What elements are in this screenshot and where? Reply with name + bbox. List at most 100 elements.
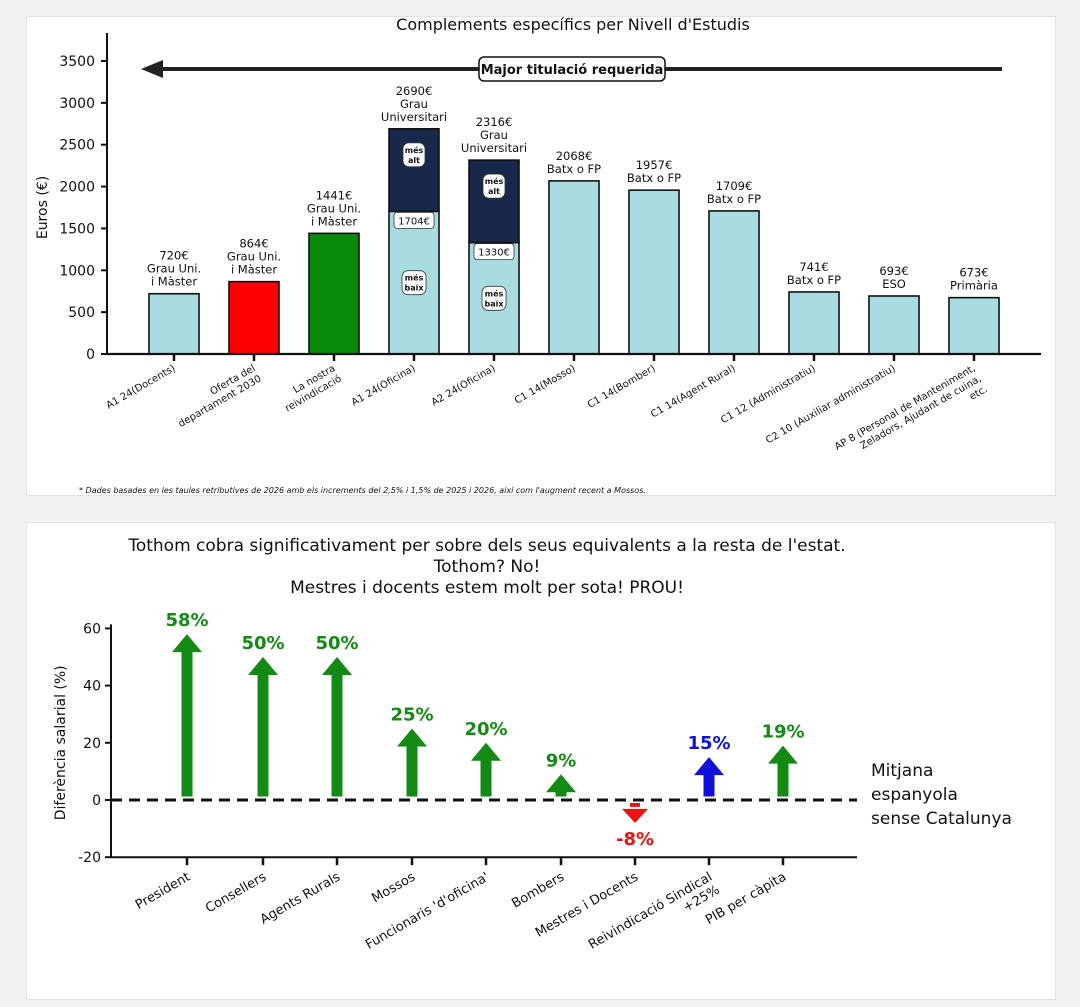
y-axis-label: Diferència salarial (%) (53, 665, 69, 820)
reference-line-label: sense Catalunya (871, 809, 1012, 829)
banner-arrow-head (141, 60, 163, 78)
bar-value-label: 741€ (799, 260, 828, 274)
arrow-head-up (471, 742, 501, 761)
bar-value-label: Batx o FP (627, 171, 681, 185)
arrow-head-up (768, 745, 798, 764)
segment-badge-high-text: alt (488, 187, 500, 196)
reference-line-label: Mitjana (871, 761, 933, 781)
low-value-box (473, 243, 515, 261)
x-tick-label-group: A1 24(Docents) (105, 363, 178, 411)
x-tick-label-group: A2 24(Oficina) (430, 363, 498, 408)
x-tick-label: AP 8 (Personal de Manteniment, (833, 363, 977, 453)
x-tick-label: A1 24(Docents) (105, 363, 178, 411)
bar-value-label: Grau (400, 97, 428, 111)
x-tick-label: Consellers (203, 870, 269, 917)
arrow-value-label: -8% (616, 829, 654, 850)
arrow-chart-salary-difference: Tothom cobra significativament per sobre… (53, 536, 1012, 953)
x-tick-label: President (133, 870, 193, 913)
y-axis-label: Euros (€) (35, 176, 51, 239)
x-tick-label-group: C1 14(Agent Rural) (649, 363, 737, 420)
bar-value-label: Grau Uni. (227, 250, 281, 264)
arrow-shaft (257, 672, 269, 797)
bar-value-label: Batx o FP (787, 273, 841, 287)
arrow-head-up (397, 728, 427, 747)
bar (148, 292, 200, 355)
arrow-shaft (630, 803, 640, 807)
x-tick-label: C1 14(Bomber) (586, 363, 658, 411)
arrow-head-up (322, 657, 352, 675)
x-tick-label: C1 14(Agent Rural) (649, 363, 737, 420)
bar (548, 180, 600, 355)
x-tick-label: Mossos (369, 870, 418, 907)
bar (868, 295, 920, 355)
x-tick-label: C1 14(Mosso) (513, 363, 578, 407)
segment-badge-high-text: més (485, 176, 504, 186)
y-tick-label: 2500 (59, 138, 95, 154)
arrow-value-label: 58% (165, 610, 208, 631)
x-tick-label-group: Funcionaris 'd'oficina' (363, 870, 492, 953)
segment-badge-high (402, 142, 426, 168)
bar (948, 296, 1000, 355)
chart-title-line: Tothom cobra significativament per sobre… (127, 536, 845, 556)
x-tick-label: Agents Rurals (258, 870, 343, 928)
y-tick-label: 3000 (59, 96, 95, 112)
arrow-value-label: 15% (687, 733, 730, 754)
bar-value-label: 673€ (959, 266, 988, 280)
y-tick-label: 40 (83, 679, 101, 695)
arrow-value-label: 25% (390, 705, 433, 726)
footnote: * Dades basades en les taules retributiv… (79, 486, 646, 495)
segment-badge-high (482, 173, 506, 199)
low-value-label: 1704€ (398, 216, 430, 227)
bar-value-label: 720€ (159, 249, 188, 263)
chart-title-line: Mestres i docents estem molt per sota! P… (290, 578, 684, 598)
bar (228, 280, 280, 355)
x-tick-label-group: President (133, 870, 193, 913)
chart-panel-salary-complements: Complements específics per Nivell d'Estu… (26, 16, 1056, 496)
arrow-value-label: 20% (464, 719, 507, 740)
banner-box (478, 56, 666, 82)
bar-value-label: Batx o FP (547, 162, 601, 176)
arrow-shaft (331, 672, 343, 797)
y-tick-label: 2000 (59, 180, 95, 196)
arrow-head-up (546, 774, 576, 793)
arrow-shaft (777, 761, 789, 797)
x-tick-label: Reivindicació Sindical (586, 870, 715, 953)
bar-value-label: 1957€ (636, 158, 673, 172)
arrow-head-down (622, 808, 648, 823)
y-tick-label: 60 (83, 621, 101, 637)
arrow-value-label: 50% (315, 633, 358, 654)
segment-badge-low (481, 285, 507, 311)
reference-line-label: espanyola (871, 785, 958, 805)
bar-value-label: 2690€ (396, 84, 433, 98)
bar-value-label: 693€ (879, 264, 908, 278)
x-tick-label-group: Mossos (369, 870, 418, 907)
x-tick-label-group: Consellers (203, 870, 269, 917)
y-tick-label: 1500 (59, 221, 95, 237)
arrow-value-label: 50% (241, 633, 284, 654)
bar (788, 291, 840, 355)
chart-panel-salary-difference: Tothom cobra significativament per sobre… (26, 522, 1056, 1000)
bar-chart-complements: Complements específics per Nivell d'Estu… (35, 17, 1041, 495)
bar-value-label: i Màster (151, 275, 197, 289)
arrow-head-up (172, 634, 202, 653)
bar-value-label: Grau Uni. (147, 262, 201, 276)
segment-badge-high-text: alt (408, 156, 420, 165)
bar-value-label: Grau Uni. (307, 201, 361, 215)
bar-value-label: i Màster (311, 214, 357, 228)
bar-value-label: ESO (882, 277, 906, 291)
x-tick-label: Funcionaris 'd'oficina' (363, 870, 492, 953)
segment-badge-high-text: més (405, 145, 424, 155)
segment-badge-low-text: baix (484, 299, 504, 308)
arrow-value-label: 9% (546, 750, 577, 771)
bar-value-label: Universitari (381, 110, 447, 124)
segment-badge-low-text: més (485, 288, 504, 298)
x-tick-label: Bombers (509, 870, 567, 912)
bar-value-label: 2316€ (476, 115, 513, 129)
low-value-label: 1330€ (478, 248, 510, 259)
arrow-head-up (694, 757, 724, 776)
x-tick-label: Zeladors, Ajudant de cuina, (859, 373, 984, 451)
bar-value-label: Grau (480, 128, 508, 142)
y-tick-label: 20 (83, 736, 101, 752)
x-tick-label: A1 24(Oficina) (350, 363, 418, 408)
